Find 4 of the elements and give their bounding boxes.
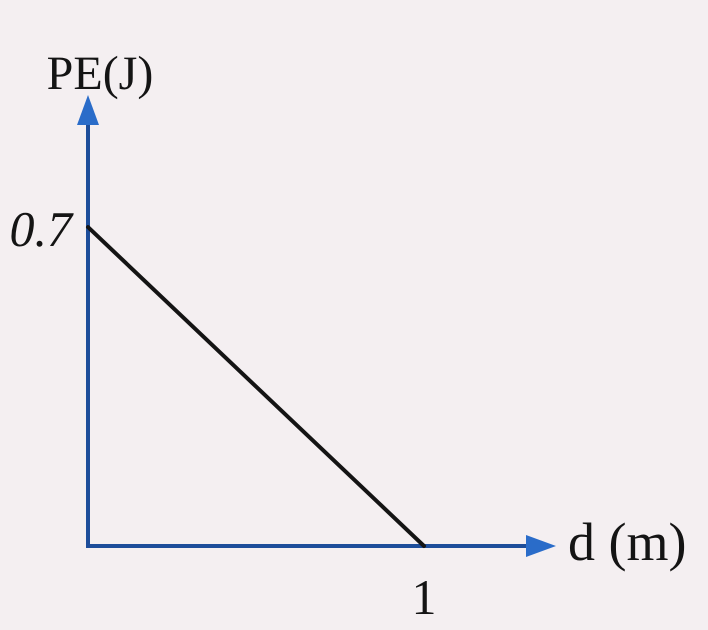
- text: 0.7: [10, 201, 74, 258]
- y-axis-title: PE(J): [46, 47, 154, 100]
- annotation: 1: [412, 569, 436, 626]
- x-axis-title: d (m): [568, 512, 686, 572]
